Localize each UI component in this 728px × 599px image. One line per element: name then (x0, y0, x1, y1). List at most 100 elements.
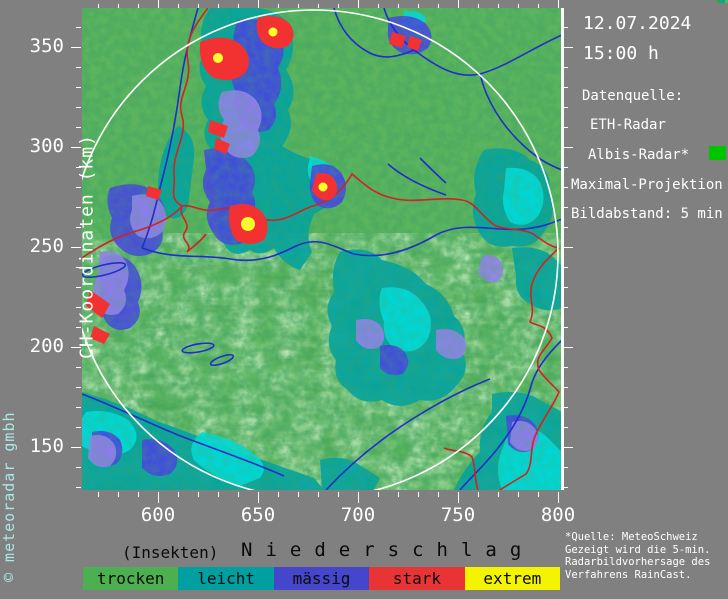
axis-tick (418, 4, 419, 8)
legend-item-stark: stark (369, 567, 465, 590)
axis-tick (518, 492, 519, 497)
legend-label: extrem (483, 569, 542, 588)
axis-tick (498, 4, 499, 8)
axis-tick (158, 492, 159, 503)
axis-tick (563, 367, 568, 368)
axis-tick (563, 27, 568, 28)
axis-tick (518, 4, 519, 8)
axis-tick (398, 4, 399, 8)
albis-radar-marker (709, 146, 726, 160)
axis-tick (218, 4, 219, 8)
axis-tick (76, 207, 81, 208)
axis-tick (563, 107, 568, 108)
projection-label: Maximal-Projektion (571, 177, 723, 193)
footnote-line: Gezeigt wird die 5-min. (565, 543, 711, 556)
date-label: 12.07.2024 (583, 13, 692, 34)
rivers-layer (82, 8, 562, 490)
axis-tick (258, 0, 259, 8)
axis-tick (478, 492, 479, 497)
legend-item-extrem: extrem (464, 567, 561, 590)
hillshade-overlay (82, 8, 562, 490)
axis-tick (198, 492, 199, 497)
axis-tick (378, 492, 379, 497)
footnote-line: *Quelle: MeteoSchweiz (565, 531, 698, 543)
y-tick-label: 250 (29, 235, 64, 257)
axis-tick (458, 492, 459, 503)
axis-tick (76, 367, 81, 368)
axis-tick (563, 67, 568, 68)
axis-tick (563, 447, 573, 448)
radar-map (82, 8, 562, 490)
axis-tick (98, 4, 99, 8)
axis-tick (298, 492, 299, 497)
radar-range-ring (82, 9, 559, 490)
axis-tick (298, 4, 299, 8)
map-right-frame (561, 8, 564, 490)
y-tick-label: 200 (29, 335, 64, 357)
axis-tick (76, 227, 81, 228)
axis-tick (71, 247, 81, 248)
x-tick-label: 700 (340, 504, 376, 526)
axis-tick (563, 287, 568, 288)
axis-tick (563, 187, 568, 188)
datasource-eth: ETH-Radar (590, 117, 666, 133)
axis-tick (378, 4, 379, 8)
y-axis-title: CH-Koordinaten (km) (76, 134, 98, 359)
axis-tick (563, 47, 573, 48)
legend-item-leicht: leicht (178, 567, 274, 590)
intensity-legend: trocken leicht mässig stark extrem (83, 567, 561, 590)
axis-tick (358, 0, 359, 8)
axis-tick (76, 127, 81, 128)
axis-tick (563, 267, 568, 268)
datasource-albis: Albis-Radar* (588, 147, 690, 163)
page-title: Niederschlag (241, 539, 535, 561)
axis-tick (563, 207, 568, 208)
axis-tick (418, 492, 419, 497)
axis-tick (278, 492, 279, 497)
title-prefix: (Insekten) (122, 543, 219, 562)
axis-tick (398, 492, 399, 497)
axis-tick (76, 67, 81, 68)
axis-tick (76, 267, 81, 268)
axis-tick (76, 287, 81, 288)
y-tick-label: 350 (29, 35, 64, 57)
axis-tick (138, 4, 139, 8)
x-tick-label: 650 (240, 504, 276, 526)
axis-tick (138, 492, 139, 497)
axis-tick (76, 487, 81, 488)
axis-tick (563, 427, 568, 428)
axis-tick (98, 492, 99, 497)
axis-tick (563, 87, 568, 88)
footnote-line: Radarbildvorhersage des (565, 556, 711, 569)
axis-tick (358, 492, 359, 503)
axis-tick (76, 107, 81, 108)
axis-tick (563, 307, 568, 308)
axis-tick (563, 167, 568, 168)
axis-tick (71, 147, 81, 148)
axis-tick (76, 307, 81, 308)
axis-tick (538, 4, 539, 8)
y-tick-label: 150 (29, 435, 64, 457)
axis-tick (278, 4, 279, 8)
time-label: 15:00 h (583, 43, 659, 64)
axis-tick (318, 4, 319, 8)
axis-tick (76, 427, 81, 428)
axis-tick (438, 4, 439, 8)
axis-tick (438, 492, 439, 497)
storm-cores-layer (86, 16, 422, 344)
y-tick-label: 300 (29, 135, 64, 157)
axis-tick (76, 327, 81, 328)
axis-tick (76, 87, 81, 88)
axis-tick (76, 187, 81, 188)
axis-tick (71, 347, 81, 348)
axis-tick (76, 387, 81, 388)
axis-tick (458, 0, 459, 8)
axis-tick (563, 407, 568, 408)
axis-tick (76, 407, 81, 408)
axis-tick (558, 0, 559, 8)
footnote-line: Verfahrens RainCast. (565, 569, 692, 582)
x-tick-label: 600 (140, 504, 176, 526)
axis-tick (558, 492, 559, 503)
corner-artifact (717, 0, 728, 3)
axis-tick (318, 492, 319, 497)
